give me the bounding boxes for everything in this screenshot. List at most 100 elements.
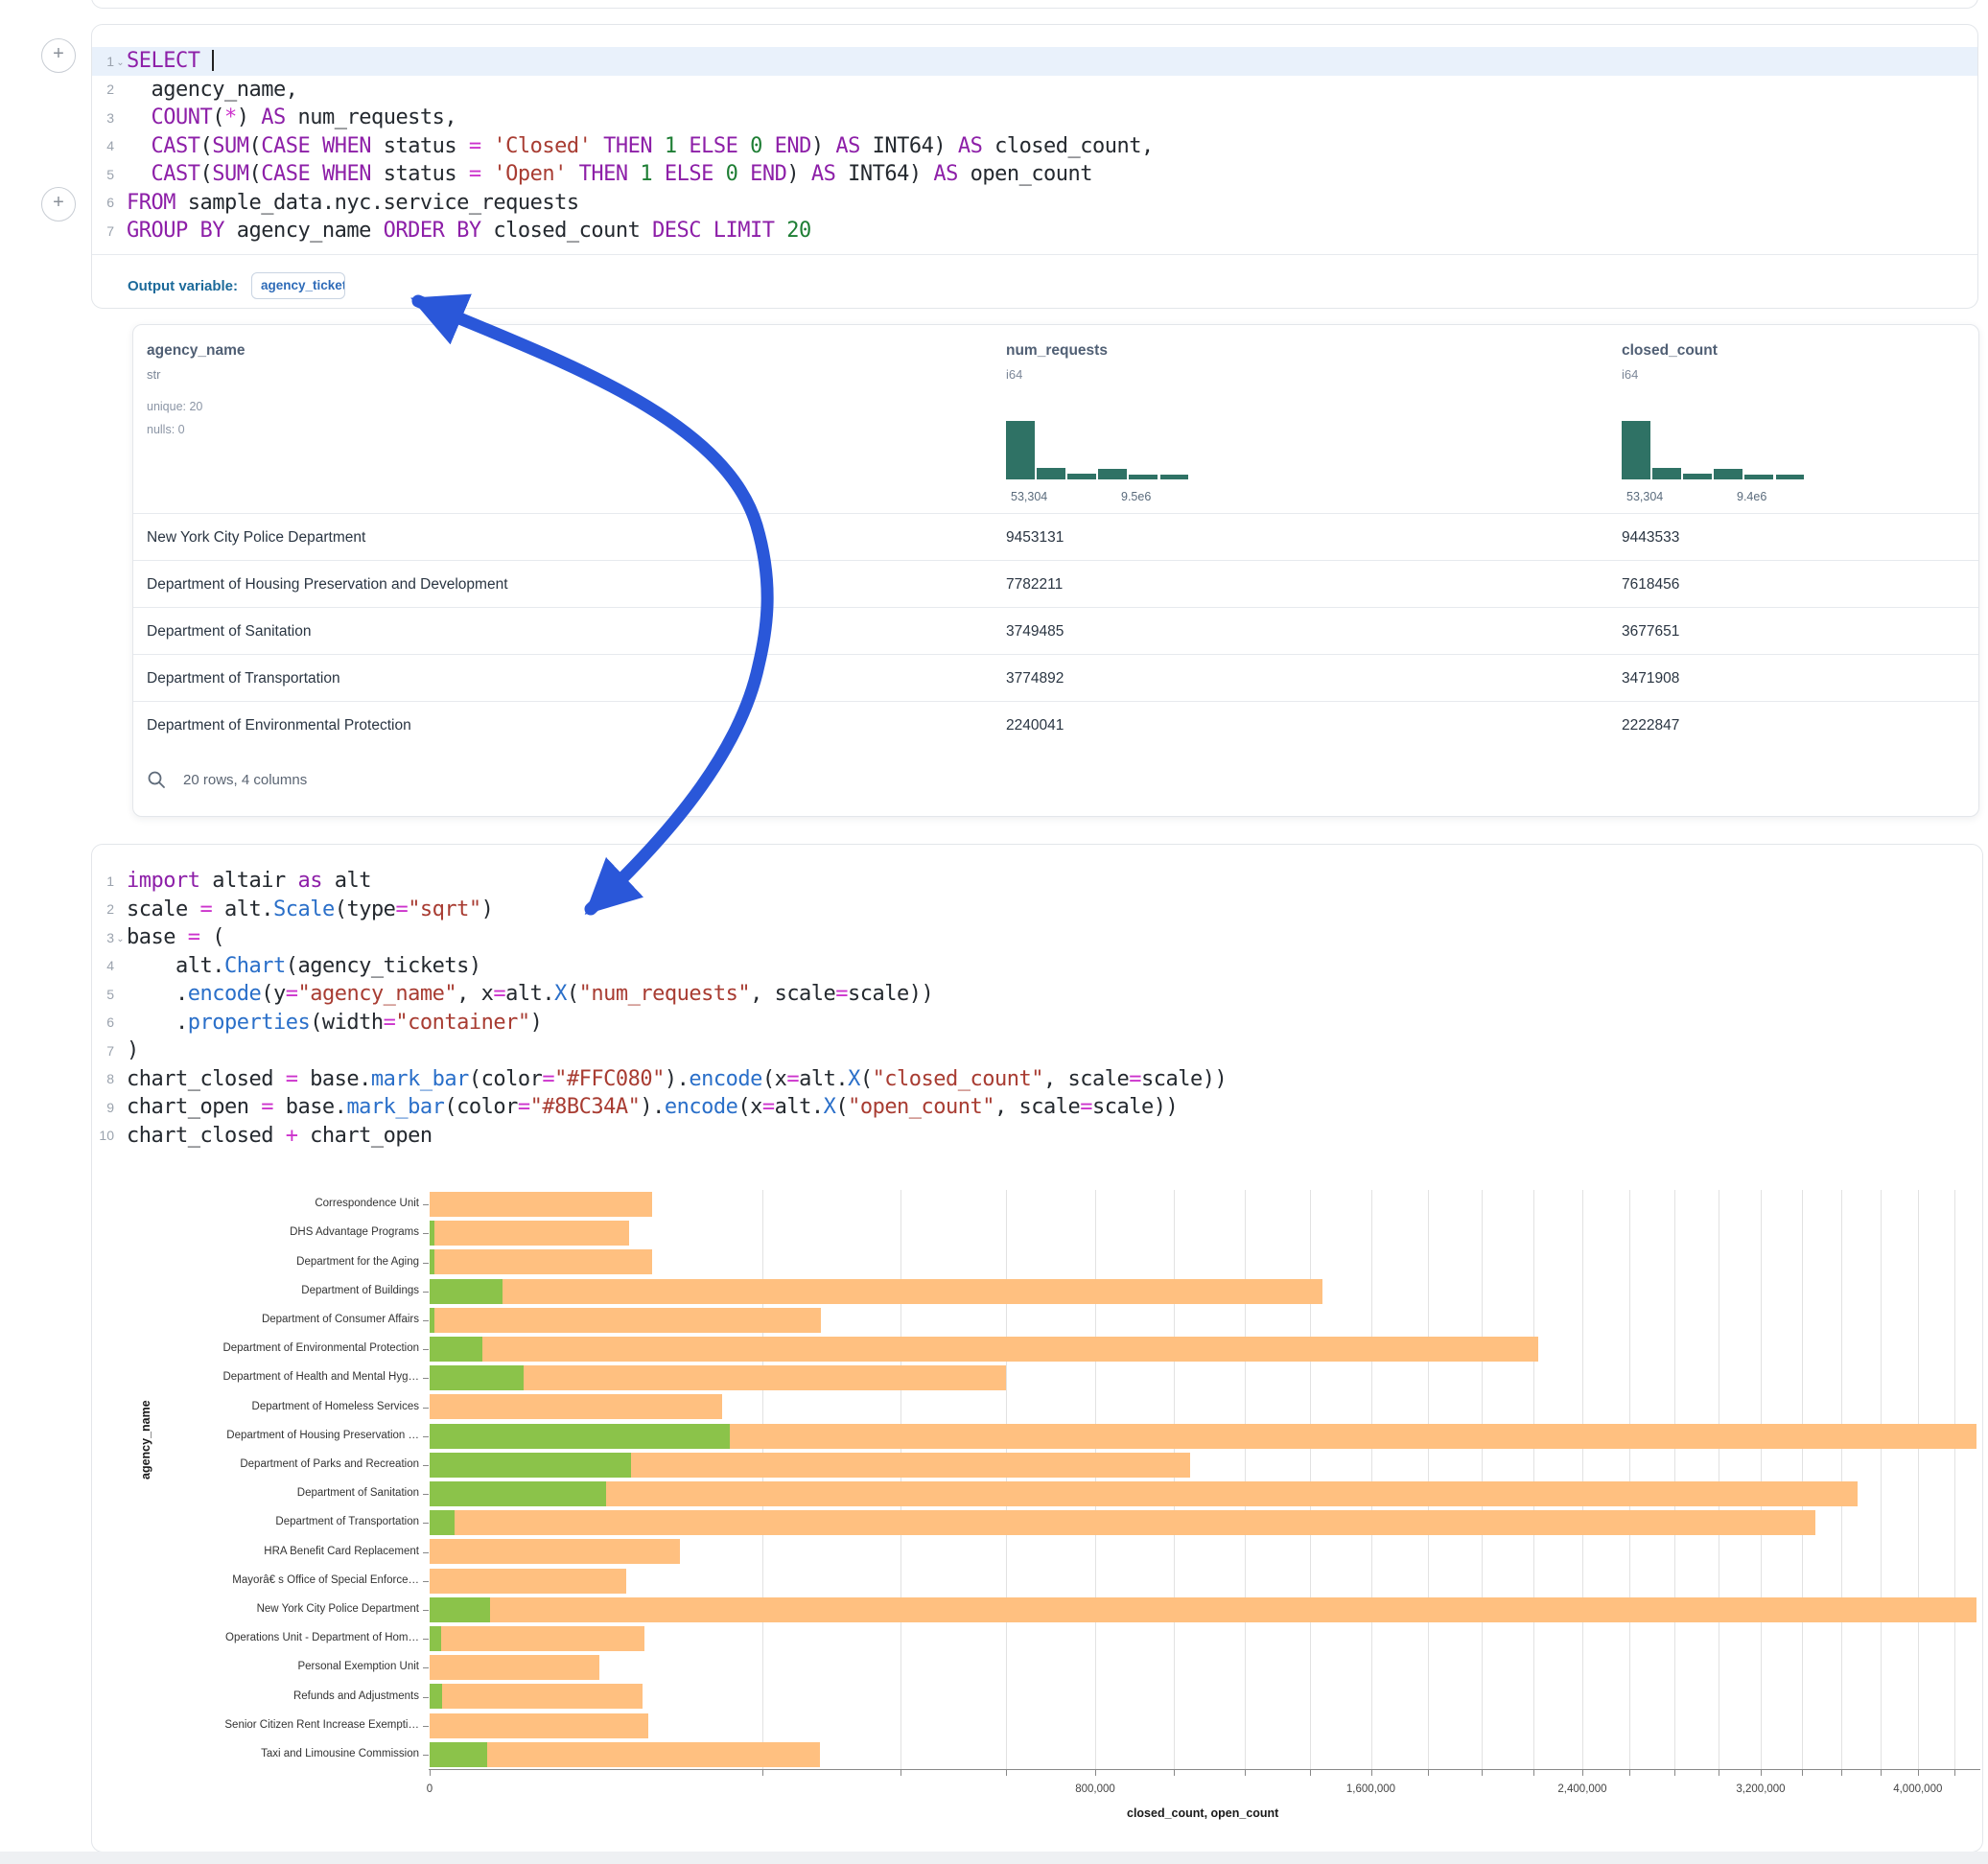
hist-bar	[1006, 421, 1035, 479]
column-header-agency_name[interactable]: agency_name	[147, 342, 246, 360]
code-text: COUNT(*) AS num_requests,	[127, 104, 456, 132]
chart-bar-closed[interactable]	[430, 1481, 1858, 1506]
search-icon[interactable]	[147, 770, 166, 789]
table-row[interactable]: Department of Environmental Protection 22…	[133, 701, 1978, 749]
chart-bar-open[interactable]	[430, 1742, 487, 1767]
chart-bar-closed[interactable]	[430, 1192, 652, 1217]
chart-bar-closed[interactable]	[430, 1394, 722, 1419]
table-cell: 2240041	[1006, 702, 1064, 749]
hist-bar	[1683, 474, 1712, 479]
plus-icon: +	[53, 192, 64, 213]
code-line: 4 alt.Chart(agency_tickets)	[92, 952, 1982, 981]
column-header-num_requests[interactable]: num_requests	[1006, 342, 1108, 360]
text-cursor	[212, 50, 214, 71]
chart-bar-closed[interactable]	[430, 1249, 652, 1274]
gutter-spacer	[114, 229, 127, 233]
code-line: 10chart_closed + chart_open	[92, 1122, 1982, 1151]
output-variable-chip[interactable]: agency_tickets	[251, 272, 345, 299]
code-line: 3⌄base = (	[92, 923, 1982, 952]
chart-bar-closed[interactable]	[430, 1569, 626, 1594]
hist-min-label: 53,304	[1626, 490, 1663, 503]
chart-bar-closed[interactable]	[430, 1308, 821, 1333]
fold-chevron-icon: ⌄	[114, 54, 127, 68]
gutter-spacer	[114, 87, 127, 91]
chart-bar-open[interactable]	[430, 1424, 730, 1449]
chart-bar-open[interactable]	[430, 1365, 524, 1390]
line-number: 7	[92, 1043, 114, 1059]
line-number: 3	[92, 930, 114, 945]
chart-bar-closed[interactable]	[430, 1221, 629, 1246]
chart-bar-closed[interactable]	[430, 1539, 680, 1564]
hist-bar	[1744, 475, 1773, 479]
chart-bar-open[interactable]	[430, 1221, 434, 1246]
code-text: chart_open = base.mark_bar(color="#8BC34…	[127, 1093, 1178, 1122]
gutter-spacer	[114, 1077, 127, 1081]
chart-bar-open[interactable]	[430, 1249, 434, 1274]
table-row[interactable]: Department of Housing Preservation and D…	[133, 560, 1978, 608]
hist-bar	[1776, 475, 1805, 479]
sql-cell: 1⌄SELECT 2 agency_name,3 COUNT(*) AS num…	[91, 24, 1978, 309]
python-editor[interactable]: 1import altair as alt2scale = alt.Scale(…	[92, 867, 1982, 1150]
chart-bar-open[interactable]	[430, 1510, 455, 1535]
chart-bar-closed[interactable]	[430, 1626, 644, 1651]
code-text: CAST(SUM(CASE WHEN status = 'Closed' THE…	[127, 132, 1154, 161]
chart-bar-closed[interactable]	[430, 1684, 643, 1709]
output-variable-row: Output variable: agency_tickets	[128, 267, 345, 305]
code-text: FROM sample_data.nyc.service_requests	[127, 189, 579, 218]
gutter-spacer	[114, 992, 127, 996]
gutter-spacer	[114, 144, 127, 148]
hist-bar	[1714, 469, 1742, 479]
line-number: 1	[92, 874, 114, 889]
line-number: 6	[92, 195, 114, 210]
table-cell: 9453131	[1006, 514, 1064, 561]
code-text: SELECT	[127, 47, 214, 76]
code-line: 7GROUP BY agency_name ORDER BY closed_co…	[92, 217, 1977, 245]
code-line: 2scale = alt.Scale(type="sqrt")	[92, 896, 1982, 924]
gutter-spacer	[114, 964, 127, 967]
sql-editor[interactable]: 1⌄SELECT 2 agency_name,3 COUNT(*) AS num…	[92, 47, 1977, 245]
code-line: 3 COUNT(*) AS num_requests,	[92, 104, 1977, 132]
chart-bar-closed[interactable]	[430, 1279, 1322, 1304]
hist-bar	[1652, 468, 1681, 479]
table-cell: 9443533	[1622, 514, 1679, 561]
chart-bar-open[interactable]	[430, 1308, 434, 1333]
code-line: 4 CAST(SUM(CASE WHEN status = 'Closed' T…	[92, 132, 1977, 161]
code-text: alt.Chart(agency_tickets)	[127, 952, 481, 981]
table-row[interactable]: Department of Transportation377489234719…	[133, 654, 1978, 702]
table-cell: 7618456	[1622, 561, 1679, 608]
table-row[interactable]: Department of Sanitation37494853677651	[133, 607, 1978, 655]
add-cell-button[interactable]: +	[41, 187, 76, 221]
chart-bar-closed[interactable]	[430, 1742, 820, 1767]
code-line: 1⌄SELECT	[92, 47, 1977, 76]
column-meta: nulls: 0	[147, 423, 185, 436]
chart-bar-open[interactable]	[430, 1626, 441, 1651]
chart-bar-open[interactable]	[430, 1684, 442, 1709]
code-line: 9chart_open = base.mark_bar(color="#8BC3…	[92, 1093, 1982, 1122]
add-cell-button[interactable]: +	[41, 38, 76, 73]
chart-bar-closed[interactable]	[430, 1597, 1976, 1622]
table-cell: 3749485	[1006, 608, 1064, 655]
output-variable-label: Output variable:	[128, 278, 238, 294]
hist-bar	[1037, 468, 1065, 479]
line-number: 1	[92, 54, 114, 69]
column-header-closed_count[interactable]: closed_count	[1622, 342, 1718, 360]
code-text: chart_closed = base.mark_bar(color="#FFC…	[127, 1065, 1227, 1094]
chart-bar-open[interactable]	[430, 1597, 490, 1622]
chart-bar-open[interactable]	[430, 1279, 503, 1304]
chart-bar-closed[interactable]	[430, 1337, 1538, 1362]
table-cell: Department of Housing Preservation and D…	[147, 561, 508, 608]
previous-cell-edge	[91, 0, 1978, 9]
table-row[interactable]: New York City Police Department945313194…	[133, 513, 1978, 561]
chart-bar-closed[interactable]	[430, 1655, 599, 1680]
chart-bar-open[interactable]	[430, 1453, 631, 1478]
gutter-spacer	[114, 879, 127, 883]
table-cell: 3471908	[1622, 655, 1679, 702]
line-number: 2	[92, 82, 114, 97]
chart-bar-closed[interactable]	[430, 1713, 648, 1738]
chart-bar-closed[interactable]	[430, 1510, 1815, 1535]
table-cell: Department of Environmental Protection	[147, 702, 411, 749]
chart-bar-open[interactable]	[430, 1337, 482, 1362]
line-number: 5	[92, 167, 114, 182]
chart-bar-open[interactable]	[430, 1481, 606, 1506]
code-text: )	[127, 1037, 139, 1065]
